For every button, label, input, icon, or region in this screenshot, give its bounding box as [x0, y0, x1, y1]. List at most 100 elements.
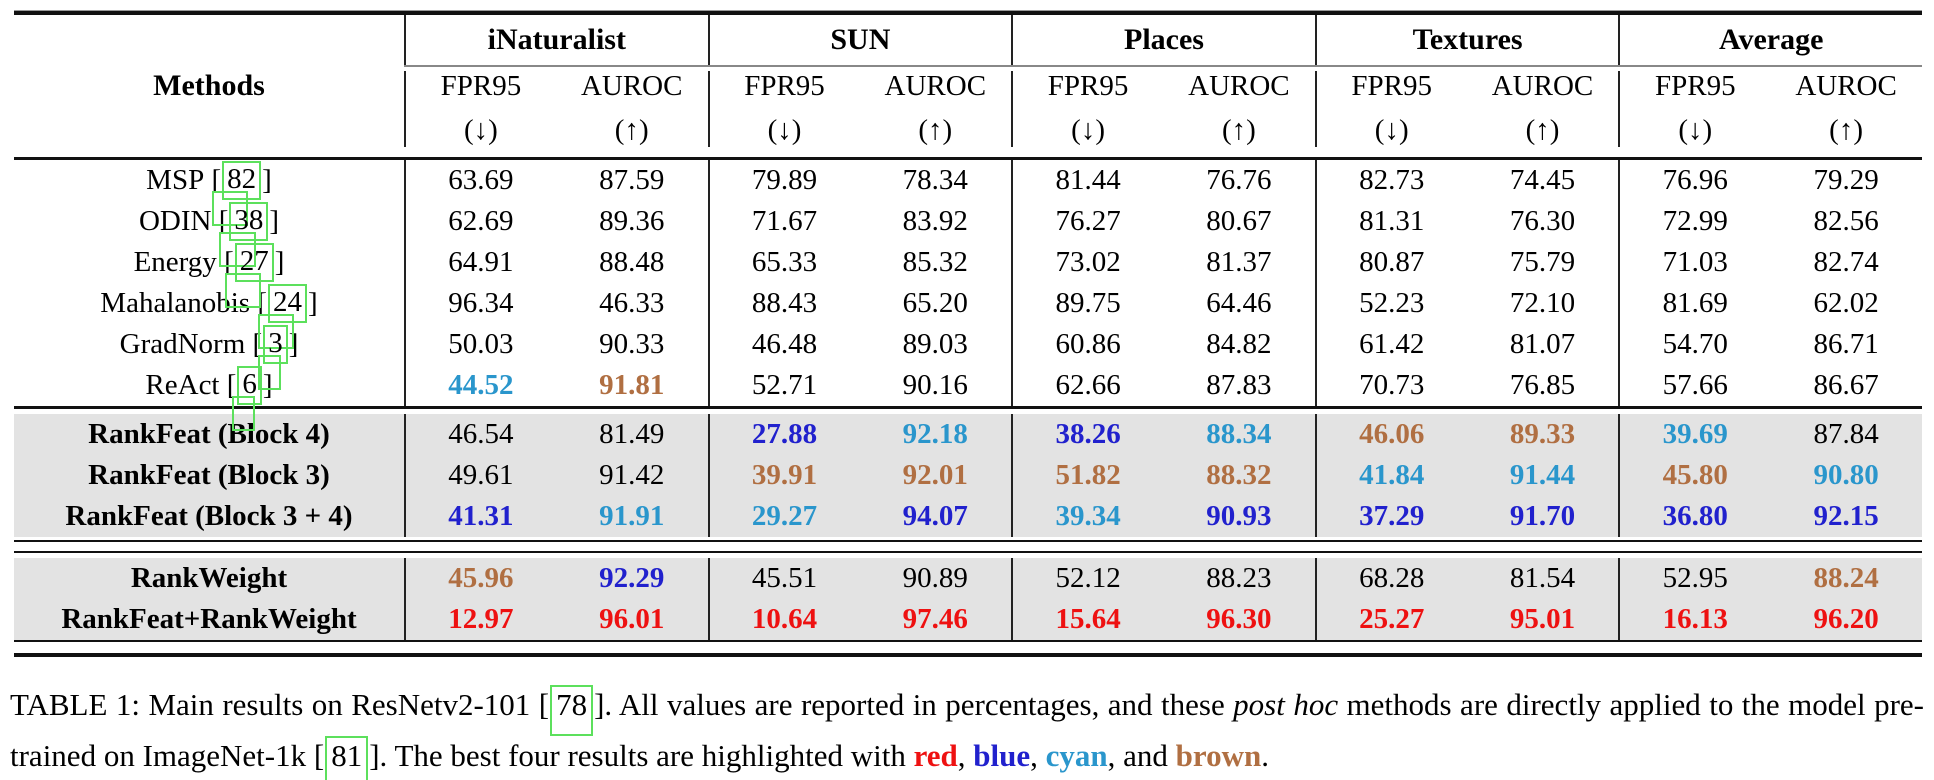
table-row: RankFeat+RankWeight 12.97 96.01 10.64 97.46 1… [14, 598, 1922, 640]
value-cell: 96.20 [1813, 602, 1879, 635]
value-cell: 88.24 [1813, 561, 1879, 594]
value-cell: 81.31 [1314, 200, 1467, 242]
caption-italic-phrase: post hoc [1233, 686, 1339, 722]
value-cell: 54.70 [1618, 323, 1770, 365]
value-cell: 41.84 [1314, 454, 1467, 496]
table-row: RankFeat (Block 3) 49.61 91.42 39.91 92.01 51… [14, 454, 1922, 496]
value-cell: 71.67 [707, 200, 860, 242]
value-cell: 65.20 [902, 286, 968, 319]
subheader-auroc: AUROC (↑) [859, 70, 1011, 147]
value-cell: 89.33 [1509, 417, 1576, 450]
value-cell: 81.54 [1509, 561, 1576, 594]
value-cell: 10.64 [707, 598, 860, 640]
citation-link[interactable]: 38 [219, 201, 269, 268]
value-cell: 90.16 [902, 368, 968, 401]
caption-word-brown: brown [1175, 737, 1262, 773]
citation-link[interactable]: 82 [212, 160, 262, 227]
caption-text: methods are directly applied to the mode… [10, 686, 1924, 773]
value-cell: 46.33 [599, 286, 665, 319]
value-cell: 39.69 [1618, 413, 1770, 455]
value-cell: 96.34 [404, 282, 556, 324]
method-cell: RankFeat (Block 3) [88, 458, 330, 491]
value-cell: 83.92 [902, 204, 968, 237]
value-cell: 27.88 [707, 413, 860, 455]
value-cell: 36.80 [1618, 495, 1770, 537]
value-cell: 89.75 [1011, 282, 1163, 324]
method-cell: ODIN [38] [14, 201, 404, 268]
value-cell: 38.26 [1011, 413, 1163, 455]
method-cell: ReAct [6] [14, 365, 404, 432]
caption-text: ]. The best four results are highlighted… [369, 737, 914, 773]
value-cell: 39.34 [1011, 495, 1163, 537]
table-caption: TABLE 1: Main results on ResNetv2-101 [7… [10, 684, 1924, 780]
value-cell: 92.29 [599, 561, 665, 594]
citation-link[interactable]: 81 [325, 735, 369, 780]
methods-column-header: Methods [153, 68, 265, 102]
subheader-auroc-label: AUROC [1188, 70, 1290, 102]
paper-table-page: Methods iNaturalist SUN Places Textures … [0, 10, 1934, 780]
value-cell: 29.27 [707, 495, 860, 537]
subheader-auroc: AUROC (↑) [1467, 70, 1619, 147]
subheader-auroc-arrow: (↑) [918, 113, 953, 146]
value-cell: 76.96 [1618, 159, 1770, 201]
double-separator-rule [14, 539, 1922, 553]
table-row: GradNorm [3] 50.03 90.33 46.48 89.03 60.86 84.… [14, 323, 1922, 391]
group-underline-rule [404, 65, 1922, 67]
citation-link[interactable]: 27 [224, 242, 274, 309]
value-cell: 85.32 [902, 245, 968, 278]
table-row: Mahalanobis [24] 96.34 46.33 88.43 65.20 89.7… [14, 282, 1922, 350]
value-cell: 44.52 [404, 364, 556, 406]
value-cell: 60.86 [1011, 323, 1163, 365]
caption-text: , [1030, 737, 1046, 773]
subheader-fpr95-label: FPR95 [744, 70, 825, 102]
subheader-auroc-arrow: (↑) [1221, 113, 1256, 146]
value-cell: 94.07 [902, 499, 968, 532]
value-cell: 81.69 [1618, 282, 1770, 324]
table-row: ODIN [38] 62.69 89.36 71.67 83.92 76.27 80.67 8… [14, 200, 1922, 268]
subheader-auroc-label: AUROC [1491, 70, 1594, 102]
table-row: RankFeat (Block 3 + 4) 41.31 91.91 29.27 94.… [14, 495, 1922, 537]
value-cell: 91.81 [599, 368, 665, 401]
dataset-group-row: iNaturalist SUN Places Textures Average [404, 15, 1922, 65]
method-cell: RankFeat (Block 4) [88, 417, 330, 450]
caption-text: . [1261, 737, 1269, 773]
caption-word-red: red [913, 737, 958, 773]
value-cell: 87.59 [599, 163, 665, 196]
method-cell: MSP [82] [14, 160, 404, 227]
value-cell: 80.67 [1206, 204, 1272, 237]
value-cell: 88.43 [707, 282, 860, 324]
citation-link[interactable]: 78 [550, 684, 594, 736]
value-cell: 65.33 [707, 241, 860, 283]
value-cell: 49.61 [404, 454, 556, 496]
value-cell: 46.06 [1314, 413, 1467, 455]
citation-link[interactable]: 6 [232, 365, 262, 432]
subheader-fpr95-label: FPR95 [440, 70, 522, 102]
subheader-row: FPR95 (↓) AUROC (↑) FPR95 (↓) AUROC (↑) FPR95 (↓)… [404, 67, 1922, 157]
section-separator-rule [14, 405, 1922, 409]
group-header-average: Average [1618, 15, 1922, 65]
value-cell: 88.32 [1206, 458, 1272, 491]
section-rankfeat: RankFeat (Block 4) 46.54 81.49 27.88 92.18 38… [14, 413, 1922, 537]
value-cell: 37.29 [1314, 495, 1467, 537]
value-cell: 82.73 [1314, 159, 1467, 201]
value-cell: 90.80 [1813, 458, 1879, 491]
subheader-fpr95-label: FPR95 [1047, 70, 1129, 102]
caption-text: , [957, 737, 974, 773]
value-cell: 76.76 [1206, 163, 1272, 196]
caption-label: TABLE 1: [10, 686, 149, 722]
subheader-auroc: AUROC (↑) [1163, 70, 1315, 147]
value-cell: 45.96 [404, 557, 556, 599]
caption-word-cyan: cyan [1045, 737, 1108, 773]
value-cell: 41.31 [404, 495, 556, 537]
method-cell: Mahalanobis [24] [14, 283, 404, 350]
citation-link[interactable]: 24 [258, 283, 308, 350]
subheader-fpr95: FPR95 (↓) [1618, 70, 1770, 147]
value-cell: 95.01 [1509, 602, 1576, 635]
value-cell: 46.48 [707, 323, 860, 365]
table-bottom-rule [14, 639, 1922, 657]
table-header: Methods iNaturalist SUN Places Textures … [14, 15, 1922, 157]
value-cell: 74.45 [1509, 163, 1576, 196]
value-cell: 52.95 [1618, 557, 1770, 599]
value-cell: 87.83 [1206, 368, 1272, 401]
citation-link[interactable]: 3 [258, 324, 288, 391]
